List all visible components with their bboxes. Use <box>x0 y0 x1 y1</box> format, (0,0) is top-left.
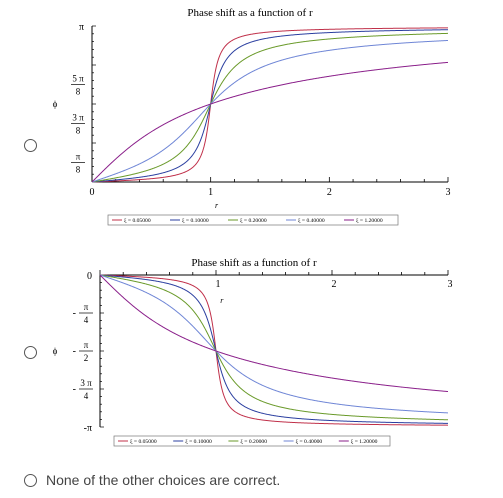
legend-entry: ξ = 0.40000 <box>296 439 323 445</box>
y-tick-numerator: 3 π <box>80 378 92 388</box>
legend-entry: ξ = 0.10000 <box>185 439 212 445</box>
legend-entry: ξ = 0.20000 <box>240 439 267 445</box>
series-line <box>91 32 449 183</box>
legend-entry: ξ = 0.05000 <box>130 439 157 445</box>
legend-entry: ξ = 0.05000 <box>124 218 151 224</box>
option-a-radio[interactable] <box>24 139 37 152</box>
series-line <box>99 274 449 393</box>
chart-title: Phase shift as a function of r <box>187 7 313 19</box>
series-line <box>99 274 449 424</box>
x-tick-label: 2 <box>327 187 332 198</box>
y-tick-sign: - <box>73 346 76 357</box>
legend-entry: ξ = 1.20000 <box>351 439 378 445</box>
option-b-radio[interactable] <box>24 346 37 359</box>
x-tick-label: 3 <box>448 279 453 290</box>
series-line <box>91 29 448 183</box>
x-tick-label: 2 <box>332 279 337 290</box>
x-axis-label: r <box>215 201 219 210</box>
y-tick-numerator: 5 π <box>72 73 84 83</box>
series-line <box>99 274 449 421</box>
chart-1: Phase shift as a function of r 0 1 2 3 r ϕ π 8 3 … <box>53 7 451 226</box>
chart-title: Phase shift as a function of r <box>191 257 317 269</box>
legend-entry: ξ = 0.10000 <box>182 218 209 224</box>
y-tick-denominator: 4 <box>84 315 89 325</box>
y-tick-sign: - <box>73 308 76 319</box>
y-tick-denominator: 2 <box>84 353 89 363</box>
y-axis-label: ϕ <box>53 346 58 356</box>
series-line <box>91 61 449 183</box>
x-tick-label: 1 <box>208 187 213 198</box>
y-axis-label: ϕ <box>53 99 58 109</box>
y-tick-numerator: π <box>76 151 81 161</box>
y-tick-label: 0 <box>87 271 92 282</box>
y-tick-denominator: 4 <box>84 391 89 401</box>
legend-entry: ξ = 0.20000 <box>240 218 267 224</box>
series-line <box>99 274 449 426</box>
y-tick-label: -π <box>84 423 92 434</box>
legend-entry: ξ = 0.40000 <box>298 218 325 224</box>
chart-2: Phase shift as a function of r1 2 3rϕ0-π4-… <box>53 257 453 447</box>
y-tick-numerator: π <box>84 302 89 312</box>
y-tick-label: π <box>79 22 84 33</box>
x-tick-label: 3 <box>446 187 451 198</box>
legend <box>107 214 399 226</box>
option-c-radio[interactable] <box>24 474 37 487</box>
y-tick-denominator: 8 <box>76 164 81 174</box>
y-tick-denominator: 8 <box>76 86 81 96</box>
series-line <box>99 274 449 414</box>
x-axis-label: r <box>220 296 224 305</box>
legend <box>113 435 391 447</box>
y-tick-sign: - <box>73 384 76 395</box>
y-tick-numerator: π <box>84 340 89 350</box>
series-line <box>91 27 448 183</box>
option-c-label: None of the other choices are correct. <box>46 472 281 488</box>
legend-entry: ξ = 1.20000 <box>356 218 383 224</box>
y-tick-denominator: 8 <box>76 125 81 135</box>
x-tick-label: 1 <box>216 279 221 290</box>
y-tick-numerator: 3 π <box>72 112 84 122</box>
x-tick-label: 0 <box>90 187 95 198</box>
series-line <box>91 39 449 183</box>
